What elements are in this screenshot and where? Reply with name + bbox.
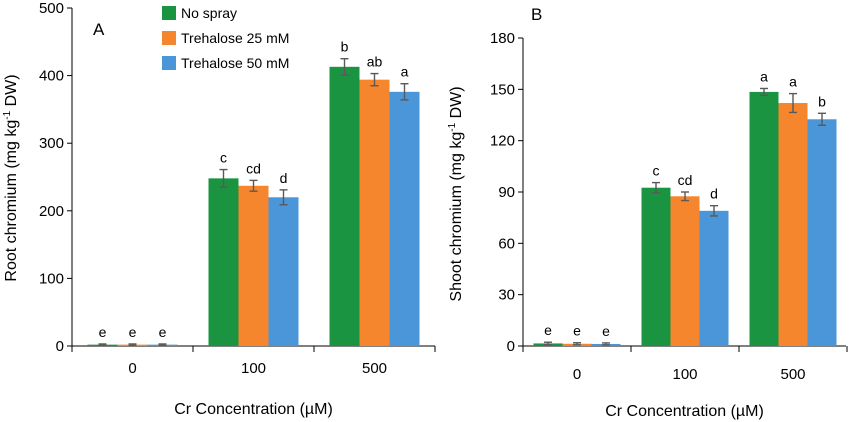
y-axis-title-main: Shoot chromium (mg kg xyxy=(448,132,465,302)
legend-label: Trehalose 25 mM xyxy=(181,30,289,46)
bar xyxy=(268,197,299,346)
significance-letter: b xyxy=(341,39,349,55)
chart-panel-b: 0 30 60 90 120 150 180 0 100 500 e e e c cd d a a b Shoot c… xyxy=(447,5,848,420)
bar xyxy=(641,187,671,346)
bar xyxy=(329,66,360,346)
bar xyxy=(208,178,239,346)
x-category-label: 500 xyxy=(780,366,805,383)
bar xyxy=(238,185,269,346)
significance-letter: b xyxy=(818,93,826,109)
significance-letter: e xyxy=(602,323,610,339)
x-category-label: 100 xyxy=(672,366,697,383)
chart-panel-a: 0 100 200 300 400 500 0 100 500 e e e c cd d b ab a Root c… xyxy=(2,0,436,418)
legend: No spray Trehalose 25 mM Trehalose 50 mM xyxy=(162,5,289,71)
significance-letter: cd xyxy=(246,160,261,176)
legend-label: No spray xyxy=(181,5,237,21)
significance-letter: a xyxy=(760,68,768,84)
y-axis-title: Shoot chromium (mg kg-1 DW) xyxy=(447,86,465,301)
significance-letter: d xyxy=(710,186,718,202)
y-tick-label: 180 xyxy=(490,30,515,47)
y-axis-title-unit: DW) xyxy=(3,74,20,110)
x-category-label: 0 xyxy=(128,360,136,377)
bar xyxy=(670,196,700,346)
significance-letter: d xyxy=(280,170,288,186)
x-axis-title: Cr Concentration (µM) xyxy=(605,403,764,420)
significance-letter: e xyxy=(99,324,107,340)
significance-letter: a xyxy=(789,74,797,90)
legend-swatch xyxy=(162,6,176,20)
x-category-label: 500 xyxy=(362,360,387,377)
y-tick-label: 300 xyxy=(39,135,64,152)
significance-letter: e xyxy=(129,324,137,340)
panel-letter: B xyxy=(531,5,542,24)
significance-letter: e xyxy=(573,323,581,339)
y-tick-label: 30 xyxy=(498,287,515,304)
x-category-label: 0 xyxy=(573,366,581,383)
y-tick-label: 200 xyxy=(39,203,64,220)
significance-letter: a xyxy=(401,64,409,80)
y-axis-title-superscript: -1 xyxy=(447,122,458,131)
bar xyxy=(807,119,837,347)
y-axis-title: Root chromium (mg kg-1 DW) xyxy=(2,74,20,281)
x-axis-title: Cr Concentration (µM) xyxy=(174,401,333,418)
bar xyxy=(699,210,729,346)
bar xyxy=(749,91,779,347)
y-tick-label: 500 xyxy=(39,0,64,17)
x-category-label: 100 xyxy=(241,360,266,377)
y-tick-label: 150 xyxy=(490,81,515,98)
panel-letter: A xyxy=(93,20,105,39)
y-tick-label: 400 xyxy=(39,68,64,85)
significance-letter: cd xyxy=(678,172,693,188)
y-tick-label: 100 xyxy=(39,270,64,287)
legend-swatch xyxy=(162,56,176,70)
legend-label: Trehalose 50 mM xyxy=(181,55,289,71)
bar xyxy=(778,103,808,347)
y-tick-label: 120 xyxy=(490,133,515,150)
y-tick-label: 0 xyxy=(507,338,515,355)
legend-swatch xyxy=(162,31,176,45)
y-axis-title-main: Root chromium (mg kg xyxy=(3,120,20,282)
significance-letter: e xyxy=(544,322,552,338)
significance-letter: ab xyxy=(367,54,383,70)
y-tick-label: 60 xyxy=(498,235,515,252)
y-axis-title-superscript: -1 xyxy=(2,110,13,119)
significance-letter: c xyxy=(653,163,660,179)
bar xyxy=(389,91,420,346)
significance-letter: c xyxy=(220,150,227,166)
bar xyxy=(359,79,390,346)
significance-letter: e xyxy=(159,324,167,340)
y-axis-title-unit: DW) xyxy=(448,86,465,122)
y-tick-label: 90 xyxy=(498,184,515,201)
y-tick-label: 0 xyxy=(56,338,64,355)
